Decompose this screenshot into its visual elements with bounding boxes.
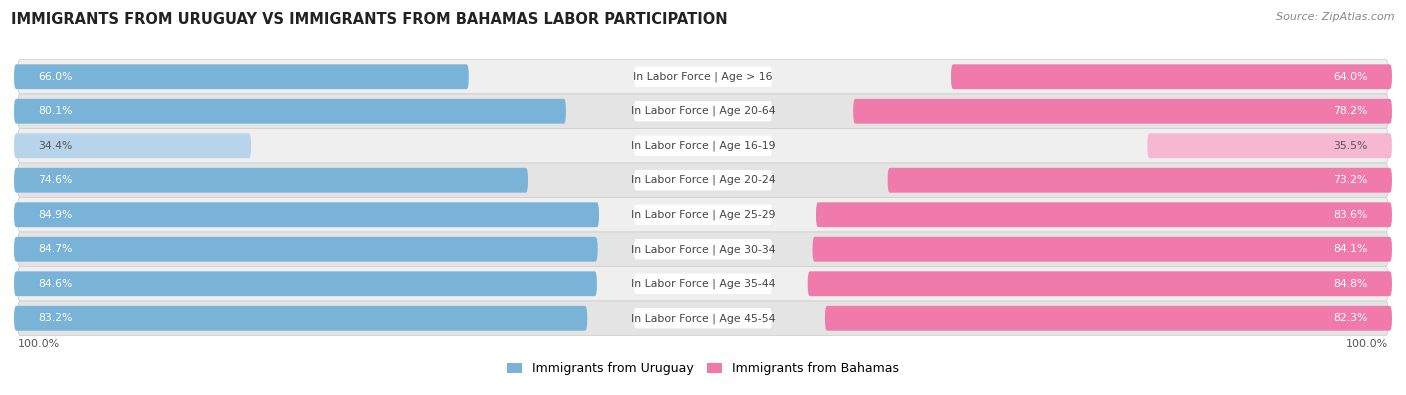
Text: IMMIGRANTS FROM URUGUAY VS IMMIGRANTS FROM BAHAMAS LABOR PARTICIPATION: IMMIGRANTS FROM URUGUAY VS IMMIGRANTS FR… (11, 12, 728, 27)
Text: In Labor Force | Age 20-64: In Labor Force | Age 20-64 (631, 106, 775, 117)
Text: 83.2%: 83.2% (38, 313, 73, 323)
FancyBboxPatch shape (17, 128, 1389, 163)
Text: 82.3%: 82.3% (1333, 313, 1368, 323)
Text: In Labor Force | Age 30-34: In Labor Force | Age 30-34 (631, 244, 775, 254)
FancyBboxPatch shape (634, 205, 772, 225)
FancyBboxPatch shape (634, 308, 772, 329)
FancyBboxPatch shape (17, 198, 1389, 232)
Text: 80.1%: 80.1% (38, 106, 73, 116)
FancyBboxPatch shape (950, 64, 1392, 89)
Text: Source: ZipAtlas.com: Source: ZipAtlas.com (1277, 12, 1395, 22)
Text: 74.6%: 74.6% (38, 175, 73, 185)
Text: In Labor Force | Age 35-44: In Labor Force | Age 35-44 (631, 278, 775, 289)
Text: 35.5%: 35.5% (1333, 141, 1368, 151)
Text: 100.0%: 100.0% (17, 339, 59, 349)
Text: 34.4%: 34.4% (38, 141, 73, 151)
FancyBboxPatch shape (17, 60, 1389, 94)
Text: 84.9%: 84.9% (38, 210, 73, 220)
FancyBboxPatch shape (853, 99, 1392, 124)
FancyBboxPatch shape (815, 202, 1392, 227)
FancyBboxPatch shape (1147, 134, 1392, 158)
FancyBboxPatch shape (887, 168, 1392, 193)
Text: In Labor Force | Age 20-24: In Labor Force | Age 20-24 (631, 175, 775, 186)
FancyBboxPatch shape (14, 306, 588, 331)
FancyBboxPatch shape (14, 64, 468, 89)
Text: 84.1%: 84.1% (1333, 244, 1368, 254)
Legend: Immigrants from Uruguay, Immigrants from Bahamas: Immigrants from Uruguay, Immigrants from… (502, 357, 904, 380)
FancyBboxPatch shape (14, 168, 529, 193)
Text: 84.8%: 84.8% (1333, 279, 1368, 289)
Text: 78.2%: 78.2% (1333, 106, 1368, 116)
FancyBboxPatch shape (17, 267, 1389, 301)
FancyBboxPatch shape (14, 202, 599, 227)
FancyBboxPatch shape (634, 135, 772, 156)
FancyBboxPatch shape (17, 163, 1389, 198)
FancyBboxPatch shape (634, 239, 772, 260)
Text: In Labor Force | Age 16-19: In Labor Force | Age 16-19 (631, 141, 775, 151)
FancyBboxPatch shape (14, 134, 252, 158)
FancyBboxPatch shape (634, 170, 772, 190)
FancyBboxPatch shape (634, 66, 772, 87)
FancyBboxPatch shape (17, 301, 1389, 335)
FancyBboxPatch shape (14, 99, 565, 124)
Text: In Labor Force | Age 45-54: In Labor Force | Age 45-54 (631, 313, 775, 324)
FancyBboxPatch shape (634, 274, 772, 294)
Text: 83.6%: 83.6% (1333, 210, 1368, 220)
FancyBboxPatch shape (807, 271, 1392, 296)
Text: 84.6%: 84.6% (38, 279, 73, 289)
Text: 64.0%: 64.0% (1333, 72, 1368, 82)
Text: In Labor Force | Age > 16: In Labor Force | Age > 16 (633, 71, 773, 82)
Text: 100.0%: 100.0% (1347, 339, 1389, 349)
FancyBboxPatch shape (825, 306, 1392, 331)
FancyBboxPatch shape (634, 101, 772, 121)
Text: In Labor Force | Age 25-29: In Labor Force | Age 25-29 (631, 209, 775, 220)
FancyBboxPatch shape (17, 232, 1389, 267)
FancyBboxPatch shape (813, 237, 1392, 261)
FancyBboxPatch shape (17, 94, 1389, 128)
FancyBboxPatch shape (14, 271, 598, 296)
Text: 66.0%: 66.0% (38, 72, 73, 82)
Text: 84.7%: 84.7% (38, 244, 73, 254)
FancyBboxPatch shape (14, 237, 598, 261)
Text: 73.2%: 73.2% (1333, 175, 1368, 185)
